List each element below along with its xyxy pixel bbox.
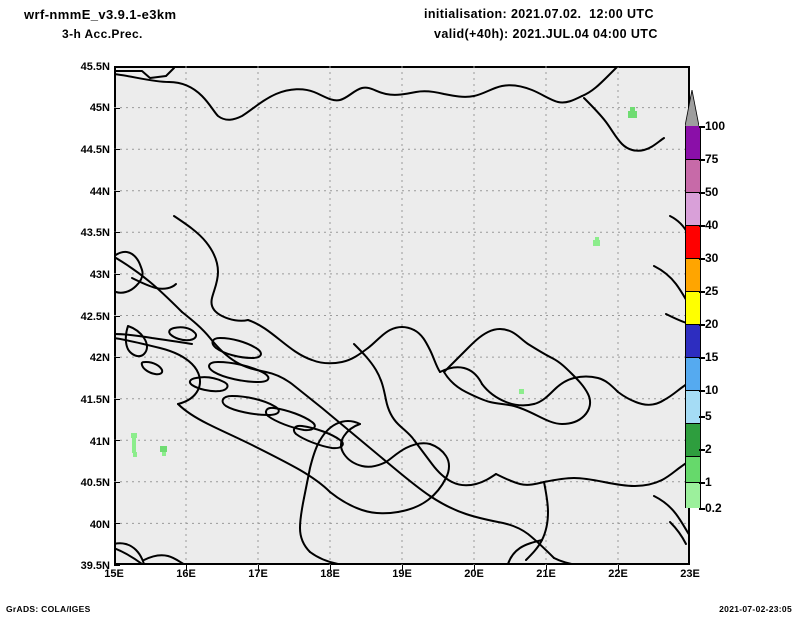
colorbar-segment-2 <box>686 456 700 482</box>
ylabel-39-5N: 39.5N <box>80 560 110 572</box>
ylabel-40N: 40N <box>89 519 110 531</box>
colorbar-overflow-arrow <box>685 90 699 126</box>
colorbar-tick-15 <box>699 357 705 359</box>
colorbar-label-1: 1 <box>705 475 712 489</box>
ylabel-41-5N: 41.5N <box>80 394 110 406</box>
ylabel-42-5N: 42.5N <box>80 311 110 323</box>
ytick-39-5N <box>114 565 120 566</box>
colorbar-tick-20 <box>699 324 705 326</box>
colorbar-label-20: 20 <box>705 317 719 331</box>
ytick-45-5N <box>114 66 120 67</box>
ylabel-42N: 42N <box>89 352 110 364</box>
colorbar-label-25: 25 <box>705 284 719 298</box>
colorbar-tick-1 <box>699 482 705 484</box>
colorbar-tick-0-2 <box>699 508 705 510</box>
colorbar-tick-10 <box>699 390 705 392</box>
colorbar-tick-75 <box>699 159 705 161</box>
ylabel-44N: 44N <box>89 186 110 198</box>
colorbar-segment-10 <box>686 390 700 423</box>
colorbar-label-10: 10 <box>705 383 719 397</box>
colorbar-segment-40 <box>686 225 700 258</box>
colorbar-tick-30 <box>699 258 705 260</box>
xtick-19E <box>402 565 403 570</box>
ytick-44N <box>114 190 120 192</box>
colorbar-tick-40 <box>699 225 705 227</box>
ytick-43N <box>114 273 120 275</box>
colorbar-tick-25 <box>699 291 705 293</box>
colorbar-segment-20 <box>686 324 700 357</box>
map-canvas <box>114 66 690 565</box>
colorbar-label-5: 5 <box>705 409 712 423</box>
xtick-16E <box>186 565 187 570</box>
ytick-44-5N <box>114 149 120 151</box>
xlabel-19E: 19E <box>392 568 412 580</box>
colorbar-segment-100 <box>686 126 700 159</box>
ytick-40-5N <box>114 481 120 483</box>
xlabel-21E: 21E <box>536 568 556 580</box>
colorbar-label-100: 100 <box>705 119 726 133</box>
colorbar-label-2: 2 <box>705 442 712 456</box>
colorbar-tick-100 <box>699 126 705 128</box>
field-title: 3-h Acc.Prec. <box>62 27 143 41</box>
xtick-18E <box>330 565 331 570</box>
colorbar-segment-25 <box>686 291 700 324</box>
ytick-42N <box>114 357 120 359</box>
xtick-17E <box>258 565 259 570</box>
colorbar-label-0-2: 0.2 <box>705 501 722 515</box>
colorbar-segment-5 <box>686 423 700 456</box>
map-plot-area <box>114 66 690 565</box>
xlabel-15E: 15E <box>104 568 124 580</box>
ylabel-43-5N: 43.5N <box>80 227 110 239</box>
xlabel-20E: 20E <box>464 568 484 580</box>
xlabel-18E: 18E <box>320 568 340 580</box>
ylabel-40-5N: 40.5N <box>80 477 110 489</box>
model-title: wrf-nmmE_v3.9.1-e3km <box>24 7 177 22</box>
colorbar-label-50: 50 <box>705 185 719 199</box>
colorbar-segment-75 <box>686 159 700 192</box>
xlabel-22E: 22E <box>608 568 628 580</box>
precipitation-field <box>131 107 637 457</box>
ylabel-41N: 41N <box>89 436 110 448</box>
xlabel-23E: 23E <box>680 568 700 580</box>
colorbar-segment-1 <box>686 482 700 508</box>
colorbar-label-40: 40 <box>705 218 719 232</box>
ylabel-45N: 45N <box>89 102 110 114</box>
ylabel-44-5N: 44.5N <box>80 144 110 156</box>
colorbar-segment-50 <box>686 192 700 225</box>
xtick-20E <box>474 565 475 570</box>
render-timestamp: 2021-07-02-23:05 <box>719 604 792 614</box>
initialisation-time: initialisation: 2021.07.02. 12:00 UTC <box>424 7 654 21</box>
ytick-42-5N <box>114 315 120 317</box>
colorbar-label-30: 30 <box>705 251 719 265</box>
colorbar-label-75: 75 <box>705 152 719 166</box>
xlabel-16E: 16E <box>176 568 196 580</box>
ylabel-45-5N: 45.5N <box>80 61 110 73</box>
colorbar-segment-15 <box>686 357 700 390</box>
valid-time: valid(+40h): 2021.JUL.04 04:00 UTC <box>434 27 658 41</box>
colorbar-tick-50 <box>699 192 705 194</box>
ytick-40N <box>114 523 120 525</box>
grads-credit: GrADS: COLA/IGES <box>6 604 91 614</box>
colorbar-tick-5 <box>699 416 705 418</box>
ytick-41-5N <box>114 398 120 400</box>
ylabel-43N: 43N <box>89 269 110 281</box>
colorbar-label-15: 15 <box>705 350 719 364</box>
xlabel-17E: 17E <box>248 568 268 580</box>
graticule-grid <box>114 66 690 565</box>
xtick-22E <box>618 565 619 570</box>
colorbar-scale <box>685 126 701 508</box>
colorbar-tick-2 <box>699 449 705 451</box>
ytick-41N <box>114 440 120 442</box>
colorbar-segment-30 <box>686 258 700 291</box>
xtick-21E <box>546 565 547 570</box>
ytick-43-5N <box>114 232 120 234</box>
ytick-45N <box>114 107 120 109</box>
